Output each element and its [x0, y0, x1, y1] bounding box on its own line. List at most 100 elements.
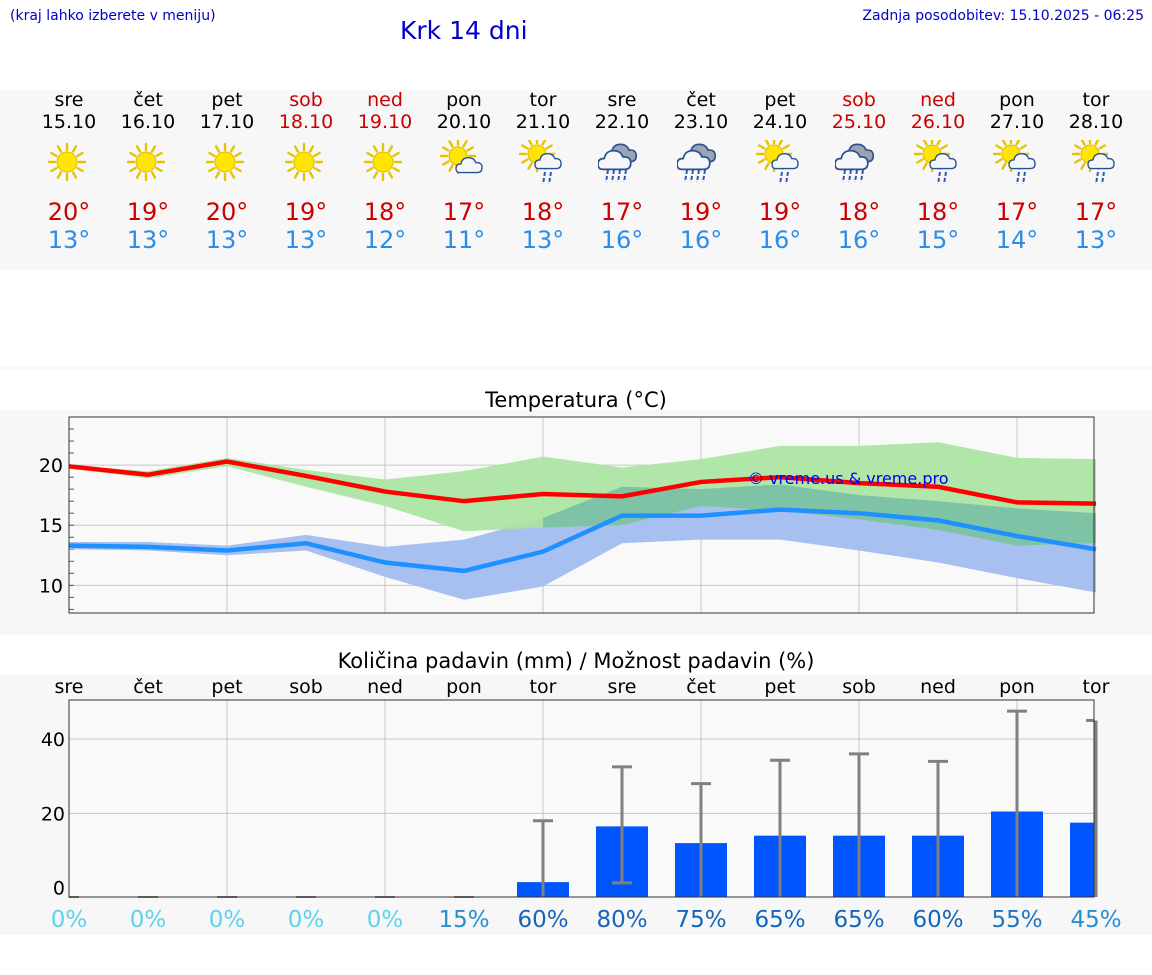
- min-temperature: 13°: [205, 226, 249, 254]
- x-tick-label: pon: [446, 676, 482, 698]
- min-temperature: 13°: [1074, 226, 1118, 254]
- x-tick-label: pet: [764, 676, 795, 698]
- sun-icon: [363, 142, 403, 182]
- day-name: ned: [367, 89, 403, 111]
- max-temperature: 18°: [837, 198, 881, 226]
- day-date: 24.10: [752, 111, 808, 133]
- max-temperature: 19°: [284, 198, 328, 226]
- day-date: 20.10: [436, 111, 492, 133]
- x-tick-label: tor: [1083, 676, 1110, 698]
- min-temperature: 13°: [521, 226, 565, 254]
- x-tick-label: sob: [842, 676, 876, 698]
- day-name: čet: [133, 89, 163, 111]
- day-date: 16.10: [120, 111, 176, 133]
- precipitation-probability: 0%: [130, 907, 167, 933]
- max-temperature: 17°: [442, 198, 486, 226]
- sun-cloud-rain-icon: [993, 140, 1036, 185]
- sun-icon: [205, 142, 245, 182]
- max-temperature: 17°: [600, 198, 644, 226]
- x-tick-label: čet: [133, 676, 163, 698]
- day-date: 21.10: [515, 111, 571, 133]
- plot-frame: [68, 699, 1095, 898]
- min-temperature: 16°: [679, 226, 723, 254]
- precipitation-probability: 75%: [675, 907, 726, 933]
- min-temperature: 14°: [995, 226, 1039, 254]
- y-tick-label: 20: [39, 455, 63, 477]
- day-date: 28.10: [1068, 111, 1124, 133]
- page-title: Krk 14 dni: [400, 16, 528, 45]
- day-name: pon: [446, 89, 482, 111]
- min-temperature: 15°: [916, 226, 960, 254]
- day-name: čet: [686, 89, 716, 111]
- sun-cloud-rain-icon: [1072, 140, 1115, 185]
- precipitation-bar: [1070, 822, 1094, 897]
- divider: [0, 366, 1152, 370]
- day-date: 18.10: [278, 111, 334, 133]
- precipitation-chart-title: Količina padavin (mm) / Možnost padavin …: [337, 649, 815, 673]
- max-temperature: 19°: [679, 198, 723, 226]
- plot-frame: [68, 416, 1095, 614]
- sun-cloud-rain-icon: [519, 140, 562, 185]
- day-name: sre: [54, 89, 84, 111]
- y-tick-label: 15: [39, 515, 63, 537]
- x-tick-label: pon: [999, 676, 1035, 698]
- day-date: 15.10: [41, 111, 97, 133]
- cloud-rain-icon: [835, 143, 875, 183]
- x-tick-label: ned: [920, 676, 956, 698]
- sun-cloud-rain-icon: [914, 140, 957, 185]
- day-name: pet: [211, 89, 243, 111]
- sun-icon: [284, 142, 324, 182]
- precipitation-probability: 65%: [754, 907, 805, 933]
- max-temperature: 19°: [758, 198, 802, 226]
- max-temperature-line: [68, 459, 1097, 506]
- max-temperature: 19°: [126, 198, 170, 226]
- day-date: 22.10: [594, 111, 650, 133]
- day-name: tor: [1082, 89, 1110, 111]
- precipitation-probability: 60%: [517, 907, 568, 933]
- precipitation-probability: 15%: [438, 907, 489, 933]
- day-name: tor: [529, 89, 557, 111]
- y-tick-label: 0: [53, 878, 65, 900]
- x-tick-label: ned: [367, 676, 403, 698]
- day-name: ned: [920, 89, 956, 111]
- location-hint: (kraj lahko izberete v meniju): [10, 8, 216, 24]
- day-name: pon: [999, 89, 1035, 111]
- min-temperature: 13°: [47, 226, 91, 254]
- day-date: 23.10: [673, 111, 729, 133]
- max-temperature: 18°: [916, 198, 960, 226]
- x-tick-label: čet: [686, 676, 716, 698]
- day-name: sre: [607, 89, 637, 111]
- x-tick-label: tor: [530, 676, 557, 698]
- day-date: 25.10: [831, 111, 887, 133]
- watermark: © vreme.us & vreme.pro: [748, 469, 949, 488]
- max-temperature: 20°: [205, 198, 249, 226]
- temperature-chart: 10 15 20 © vreme.us & vreme.pro: [39, 416, 1097, 614]
- precipitation-probability: 60%: [912, 907, 963, 933]
- x-tick-label: sre: [55, 676, 84, 698]
- day-name: pet: [764, 89, 796, 111]
- band-overlap: [543, 484, 1096, 546]
- day-date: 17.10: [199, 111, 255, 133]
- cloud-rain-icon: [677, 143, 717, 183]
- sun-icon: [126, 142, 166, 182]
- precipitation-probability: 80%: [596, 907, 647, 933]
- min-temperature: 13°: [284, 226, 328, 254]
- max-temperature: 17°: [1074, 198, 1118, 226]
- max-temperature: 18°: [363, 198, 407, 226]
- precipitation-probability: 0%: [288, 907, 325, 933]
- y-tick-label: 10: [39, 575, 63, 597]
- last-updated: Zadnja posodobitev: 15.10.2025 - 06:25: [862, 8, 1144, 24]
- day-date: 19.10: [357, 111, 413, 133]
- sun-icon: [47, 142, 87, 182]
- min-temperature: 16°: [600, 226, 644, 254]
- day-date: 26.10: [910, 111, 966, 133]
- temperature-chart-title: Temperatura (°C): [485, 388, 667, 412]
- day-name: sob: [289, 89, 323, 111]
- x-tick-label: pet: [211, 676, 242, 698]
- precipitation-probability: 65%: [833, 907, 884, 933]
- max-temperature: 18°: [521, 198, 565, 226]
- y-tick-label: 40: [41, 729, 65, 751]
- max-temperature: 17°: [995, 198, 1039, 226]
- sun-cloud-rain-icon: [756, 140, 799, 185]
